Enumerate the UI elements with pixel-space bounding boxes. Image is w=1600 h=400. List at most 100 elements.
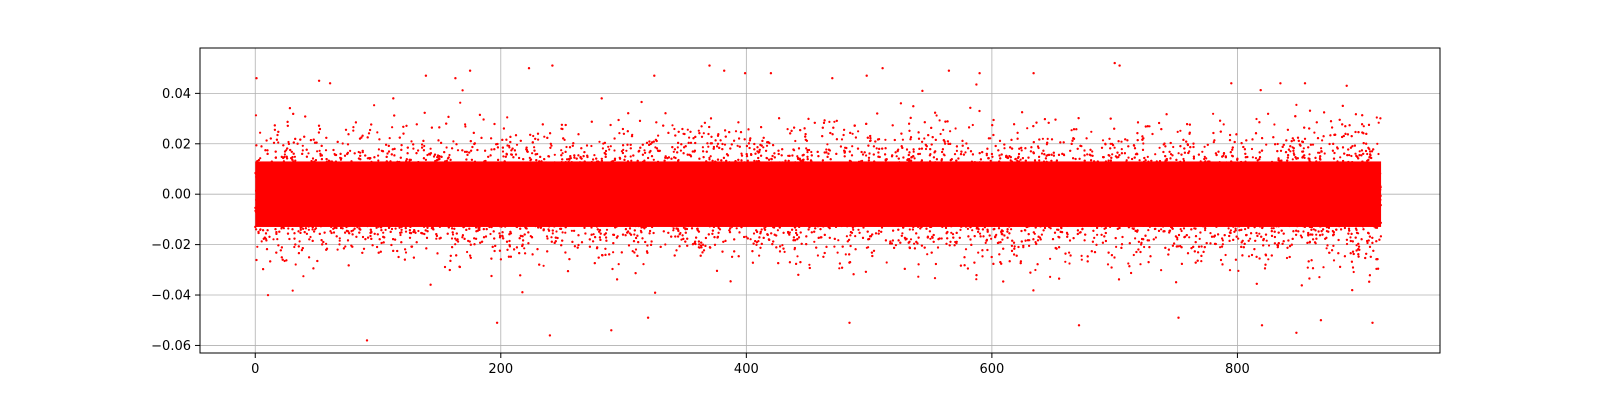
data-point <box>338 239 341 242</box>
data-point <box>1038 207 1041 211</box>
data-point <box>815 218 818 221</box>
data-point <box>1233 180 1236 183</box>
data-point <box>823 219 827 222</box>
data-point <box>1053 214 1056 217</box>
data-point <box>735 227 738 230</box>
data-point <box>1034 161 1037 164</box>
data-point <box>1366 180 1369 183</box>
data-point <box>560 149 563 152</box>
data-point <box>432 182 435 185</box>
data-point <box>592 233 595 236</box>
data-point <box>722 182 725 185</box>
data-point <box>1358 150 1361 153</box>
data-point <box>929 237 932 240</box>
data-point <box>598 168 601 171</box>
data-point <box>724 176 727 179</box>
data-point <box>593 154 596 157</box>
data-point <box>937 189 940 192</box>
data-point <box>550 236 553 239</box>
data-point <box>557 206 560 209</box>
data-point <box>1091 150 1094 153</box>
data-point <box>862 207 865 210</box>
data-point <box>553 161 556 164</box>
data-point <box>1018 165 1021 168</box>
data-point <box>1347 201 1350 204</box>
data-point <box>762 146 765 149</box>
data-point <box>618 190 621 193</box>
data-point <box>993 192 996 195</box>
data-point <box>1177 182 1180 185</box>
data-point <box>857 130 860 133</box>
data-point <box>1218 218 1221 221</box>
data-point <box>307 152 310 155</box>
data-point <box>263 207 266 211</box>
data-point <box>319 163 322 166</box>
data-point <box>806 224 809 227</box>
data-point <box>772 220 775 223</box>
data-point <box>797 195 800 198</box>
data-point <box>932 216 936 219</box>
data-point <box>1070 129 1073 132</box>
data-point <box>458 224 461 227</box>
data-point <box>1109 142 1112 145</box>
data-point <box>563 163 566 166</box>
data-point <box>590 160 593 164</box>
data-point <box>479 209 482 212</box>
data-point <box>1289 150 1292 153</box>
data-point <box>518 218 521 221</box>
data-point <box>1132 188 1135 191</box>
data-point <box>873 202 877 205</box>
data-point <box>280 207 283 210</box>
data-point <box>1228 269 1232 272</box>
data-point <box>1219 246 1222 249</box>
data-point <box>1090 130 1093 133</box>
data-point <box>1343 168 1346 171</box>
data-point <box>838 267 841 270</box>
data-point <box>277 168 280 171</box>
data-point <box>1283 169 1286 172</box>
data-point <box>456 149 460 152</box>
data-point <box>801 208 804 211</box>
data-point <box>313 178 316 181</box>
data-point <box>1209 163 1212 166</box>
data-point <box>1104 167 1107 171</box>
data-point <box>1347 223 1350 226</box>
data-point <box>1101 139 1105 142</box>
data-point <box>1242 220 1245 223</box>
data-point <box>1318 151 1321 154</box>
data-point <box>971 123 974 127</box>
data-point <box>585 222 588 225</box>
data-point <box>1084 168 1087 171</box>
data-point <box>787 215 790 218</box>
data-point <box>1085 211 1088 215</box>
data-point <box>316 150 319 153</box>
data-point <box>1106 184 1109 187</box>
data-point <box>827 175 830 178</box>
data-point <box>481 180 484 183</box>
data-point <box>915 174 918 177</box>
data-point <box>1274 163 1277 166</box>
data-point <box>987 182 990 185</box>
data-point <box>407 171 410 174</box>
data-point <box>366 225 369 228</box>
data-point <box>657 172 660 175</box>
data-point <box>977 167 980 171</box>
data-point <box>1179 129 1182 132</box>
data-point <box>1135 187 1138 190</box>
data-point <box>464 125 467 128</box>
data-point <box>370 209 373 212</box>
data-point <box>564 231 567 234</box>
data-point <box>603 200 606 203</box>
data-point <box>1201 150 1204 153</box>
data-point <box>435 237 438 240</box>
data-point <box>749 213 752 216</box>
data-point <box>674 167 677 170</box>
data-point <box>363 186 366 189</box>
data-point <box>831 221 834 224</box>
data-point <box>942 153 945 156</box>
data-point <box>810 150 813 154</box>
data-point <box>1076 164 1080 167</box>
data-point <box>1202 199 1205 202</box>
data-point <box>837 239 840 242</box>
data-point <box>543 171 546 174</box>
